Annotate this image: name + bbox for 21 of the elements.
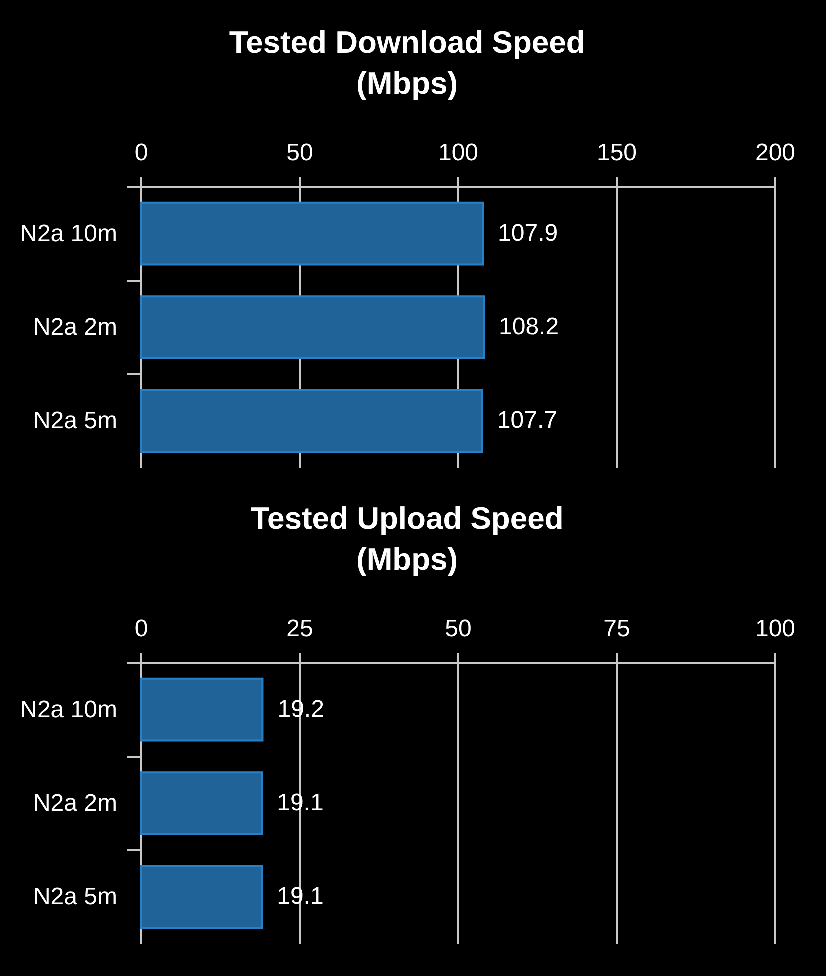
chart-title: Tested Upload Speed (Mbps)	[250, 501, 564, 577]
x-tick-label: 75	[604, 616, 630, 642]
y-tick-label: N2a 2m	[33, 314, 118, 341]
y-tick-label: N2a 10m	[20, 220, 118, 248]
y-tick-label: N2a 2m	[33, 790, 118, 817]
x-tick-label: 25	[286, 616, 314, 642]
x-tick-label: 100	[755, 616, 796, 642]
data-label: 107.7	[497, 407, 558, 434]
y-tick-label: N2a 5m	[33, 884, 118, 911]
x-tick-label: 200	[755, 140, 796, 166]
x-tick-label: 50	[445, 616, 472, 642]
x-tick-label: 0	[134, 140, 148, 166]
x-tick-label: 0	[134, 616, 148, 642]
chart-title: Tested Download Speed (Mbps)	[229, 25, 586, 101]
x-tick-label: 50	[286, 140, 314, 166]
x-tick-label: 150	[596, 140, 638, 166]
y-tick-label: N2a 5m	[33, 408, 118, 435]
y-tick-label: N2a 10m	[20, 696, 118, 724]
data-label: 107.9	[498, 220, 558, 247]
x-tick-label: 100	[438, 140, 479, 166]
data-label: 108.2	[498, 314, 560, 340]
